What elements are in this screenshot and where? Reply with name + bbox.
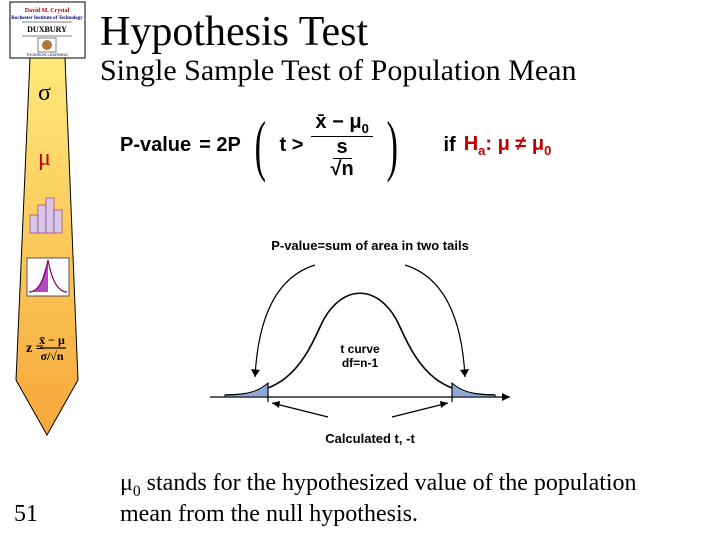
den-top: s xyxy=(333,137,352,159)
footnote-mu-sub: 0 xyxy=(133,483,141,500)
t-curve-svg: t curve df=n-1 xyxy=(200,257,520,422)
footnote-body: stands for the hypothesized value of the… xyxy=(120,470,637,527)
curve-top-label: P-value=sum of area in two tails xyxy=(200,238,540,253)
page-title: Hypothesis Test xyxy=(100,8,710,56)
bellcurve-icon xyxy=(27,258,69,296)
page-number: 51 xyxy=(14,501,38,528)
formula-fraction: x̄ − μ0 s √n xyxy=(311,112,372,180)
frac-num: x̄ − μ xyxy=(315,111,361,133)
t-curve-label1: t curve xyxy=(340,342,380,356)
pvalue-formula: P-value = 2P ( t > x̄ − μ0 s √n ) if Ha:… xyxy=(120,112,710,180)
tie-header2: Rochester Institute of Technology xyxy=(11,16,83,21)
formula-eq: = 2P xyxy=(199,134,241,157)
rparen: ) xyxy=(386,125,397,166)
t-curve-diagram: P-value=sum of area in two tails t curve… xyxy=(200,238,540,446)
curve-bottom-label: Calculated t, -t xyxy=(200,431,540,446)
right-tail-shade xyxy=(452,383,495,397)
mu-symbol: μ xyxy=(38,145,51,171)
svg-text:σ/√n: σ/√n xyxy=(40,349,63,363)
sigma-symbol: σ xyxy=(38,80,51,106)
left-tail-shade xyxy=(225,383,268,397)
footnote-text: μ0 stands for the hypothesized value of … xyxy=(120,470,690,528)
footnote-mu: μ xyxy=(120,470,133,496)
page-subtitle: Single Sample Test of Population Mean xyxy=(100,54,710,88)
lparen: ( xyxy=(255,125,266,166)
tie-tagline: THOMSON LEARNING xyxy=(26,52,68,57)
formula-ha: Ha: μ ≠ μ0 xyxy=(464,133,552,158)
tie-header1: David M. Crystal xyxy=(25,8,70,14)
sidebar-tie: David M. Crystal Rochester Institute of … xyxy=(0,0,95,440)
t-curve-label2: df=n-1 xyxy=(342,356,379,370)
formula-if: if xyxy=(443,134,455,157)
den-bot: √n xyxy=(327,159,358,180)
frac-num-sub: 0 xyxy=(362,121,369,136)
tie-logo: DUXBURY xyxy=(27,25,67,34)
right-arrow xyxy=(405,265,465,377)
svg-text:x̄ − μ: x̄ − μ xyxy=(39,333,65,347)
main-content: Hypothesis Test Single Sample Test of Po… xyxy=(100,8,710,180)
left-arrow xyxy=(255,265,315,377)
formula-lhs: P-value xyxy=(120,134,191,157)
formula-tgt: t > xyxy=(280,134,304,157)
